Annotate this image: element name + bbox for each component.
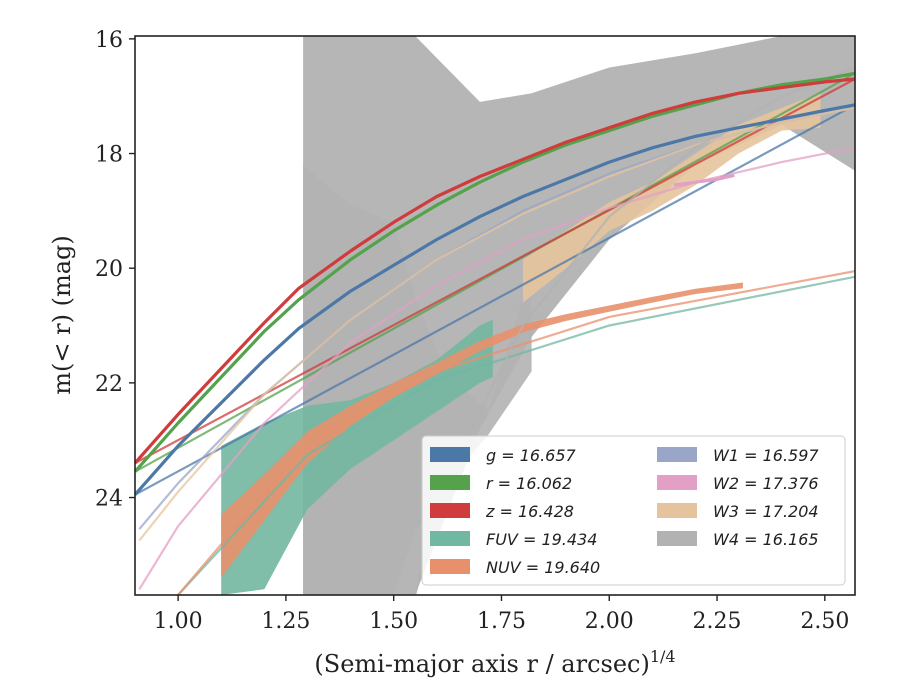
x-tick-label: 1.50 <box>369 609 418 634</box>
x-tick-label: 2.25 <box>693 609 742 634</box>
legend-swatch-nuv <box>430 559 470 574</box>
legend-swatch-w2 <box>657 475 697 490</box>
legend-swatch-w1 <box>657 447 697 462</box>
legend-swatch-z <box>430 503 470 518</box>
axes-layer: 1.00 1.25 1.50 1.75 2.00 2.25 2.50 16 18 20 22 24 <box>95 28 849 634</box>
legend-label-z: z = 16.428 <box>485 502 574 521</box>
band-nuv-error <box>221 282 743 578</box>
x-tick-label: 1.75 <box>477 609 526 634</box>
legend-label-w2: W2 = 17.376 <box>713 474 819 493</box>
fit-fuv-line <box>177 275 855 595</box>
y-axis-label: m(< r) (mag) <box>48 235 76 394</box>
legend-label-w3: W3 = 17.204 <box>713 502 819 521</box>
legend: g = 16.657 r = 16.062 z = 16.428 FUV = 19.4… <box>421 435 846 586</box>
y-tick-label: 18 <box>95 143 123 168</box>
x-tick-label: 1.25 <box>261 609 310 634</box>
y-tick-label: 22 <box>95 372 123 397</box>
fit-w3-line <box>138 106 855 542</box>
y-tick-label: 24 <box>95 487 123 512</box>
legend-label-w1: W1 = 16.597 <box>713 446 819 465</box>
legend-label-fuv: FUV = 19.434 <box>486 530 597 549</box>
fit-layer <box>135 66 855 595</box>
legend-swatch-w4 <box>657 531 697 546</box>
legend-swatch-fuv <box>430 531 470 546</box>
fit-nuv-line <box>177 270 855 595</box>
band-fuv-error <box>221 319 493 595</box>
x-tick-label: 1.00 <box>154 609 203 634</box>
legend-label-nuv: NUV = 19.640 <box>486 558 600 577</box>
legend-label-r: r = 16.062 <box>486 474 572 493</box>
legend-box <box>421 435 846 586</box>
legend-swatch-g <box>430 447 470 462</box>
fit-z-line <box>135 78 855 465</box>
profile-layer <box>135 71 855 496</box>
y-tick-label: 20 <box>95 257 123 282</box>
band-w3-error <box>523 93 821 303</box>
profile-z-line <box>135 77 855 465</box>
legend-label-w4: W4 = 16.165 <box>713 530 819 549</box>
fit-w2-line <box>138 146 855 590</box>
x-tick-label: 2.50 <box>800 609 849 634</box>
legend-label-g: g = 16.657 <box>486 446 577 465</box>
profile-g-line <box>135 103 855 496</box>
plot-frame <box>134 35 856 596</box>
x-tick-label: 2.00 <box>585 609 634 634</box>
legend-swatch-r <box>430 475 470 490</box>
y-tick-label: 16 <box>95 28 123 53</box>
profile-w2-line <box>673 173 735 187</box>
x-axis-label: (Semi-major axis r / arcsec)1/4 <box>314 647 675 678</box>
legend-swatch-w3 <box>657 503 697 518</box>
fit-g-line <box>135 103 855 496</box>
